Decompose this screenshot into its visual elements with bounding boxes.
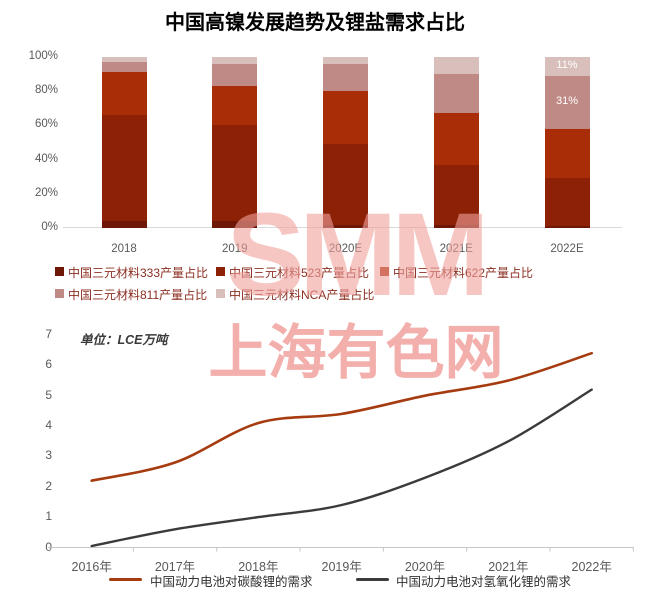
bar-segment <box>101 62 147 73</box>
unit-note-label: 单位：LCE万吨 <box>80 333 168 347</box>
bar-legend-swatch <box>55 289 64 298</box>
line-x-tick-label: 2019年 <box>321 560 362 574</box>
line-legend-label: 中国动力电池对碳酸锂的需求 <box>150 575 313 589</box>
bar-segment-data-label: 31% <box>555 95 579 108</box>
chart-title: 中国高镍发展趋势及锂盐需求占比 <box>165 12 465 34</box>
bar-y-tick-label: 40% <box>34 152 58 165</box>
bar-segment <box>212 125 258 222</box>
line-x-tick-label: 2021年 <box>488 560 529 574</box>
line-y-tick-label: 3 <box>45 448 52 463</box>
bar-segment <box>212 221 258 228</box>
bar-segment <box>101 57 147 63</box>
bar-legend-swatch <box>216 289 225 298</box>
line-y-tick-label: 7 <box>45 327 52 341</box>
bar-x-tick-label: 2022E <box>550 243 584 255</box>
line-y-tick-label: 5 <box>45 387 52 402</box>
bar-segment <box>544 226 590 228</box>
bar-legend-swatch <box>216 267 225 276</box>
line-y-tick-label: 0 <box>45 539 52 554</box>
bar-legend-label: 中国三元材料333产量占比 <box>68 266 209 280</box>
bar-y-tick-label: 60% <box>34 118 58 131</box>
bar-legend-swatch <box>380 267 389 276</box>
bar-segment-data-label: 11% <box>556 59 578 72</box>
bar-segment <box>323 144 368 225</box>
line-y-tick-label: 6 <box>45 357 52 372</box>
bar-segment <box>433 74 479 114</box>
bar-segment <box>544 128 590 179</box>
bar-x-tick-label: 2019 <box>222 243 248 255</box>
bar-segment: 31% <box>544 75 590 129</box>
lithium-carbonate-demand-line <box>90 351 593 482</box>
bar-segment <box>212 86 258 126</box>
line-x-tick-label: 2016年 <box>71 560 112 574</box>
bar-segment <box>544 178 590 227</box>
bar-y-tick-label: 0% <box>41 221 58 233</box>
bar-legend-swatch <box>55 267 64 276</box>
line-y-tick-label: 1 <box>45 509 52 524</box>
line-y-tick-label: 4 <box>45 418 52 433</box>
bar-legend-label: 中国三元材料622产量占比 <box>393 266 534 280</box>
bar-y-tick-label: 80% <box>34 84 58 97</box>
bar-segment <box>101 115 147 222</box>
bar-x-tick-label: 2021E <box>439 243 473 255</box>
bar-x-tick-label: 2020E <box>328 243 363 255</box>
bar-segment <box>212 57 258 64</box>
line-x-tick-label: 2017年 <box>154 560 196 574</box>
bar-segment <box>101 72 147 116</box>
lithium-hydroxide-demand-line <box>90 388 593 548</box>
bar-y-tick-label: 20% <box>34 186 58 199</box>
bar-segment <box>323 63 368 92</box>
line-legend-swatch <box>109 578 142 581</box>
bar-segment <box>323 57 368 64</box>
bar-segment <box>433 164 479 225</box>
line-x-tick-label: 2020年 <box>404 560 446 574</box>
bar-segment <box>323 224 368 228</box>
bar-segment <box>433 224 479 228</box>
bar-legend-label: 中国三元材料523产量占比 <box>229 266 370 280</box>
line-x-tick-label: 2018年 <box>238 560 279 574</box>
bar-y-tick-label: 100% <box>28 50 58 62</box>
bar-segment: 11% <box>544 57 590 76</box>
bar-segment <box>212 63 258 87</box>
bar-x-tick-label: 2018 <box>111 243 137 255</box>
bar-segment <box>101 221 147 228</box>
line-y-tick-label: 2 <box>45 478 52 493</box>
bar-segment <box>433 113 479 165</box>
bar-legend-label: 中国三元材料811产量占比 <box>68 288 208 302</box>
bar-legend-label: 中国三元材料NCA产量占比 <box>229 288 375 302</box>
line-x-tick-label: 2022年 <box>571 560 612 574</box>
line-legend-swatch <box>356 578 389 581</box>
bar-segment <box>323 91 368 145</box>
bar-segment <box>433 57 479 75</box>
line-legend-label: 中国动力电池对氢氧化锂的需求 <box>396 575 572 589</box>
